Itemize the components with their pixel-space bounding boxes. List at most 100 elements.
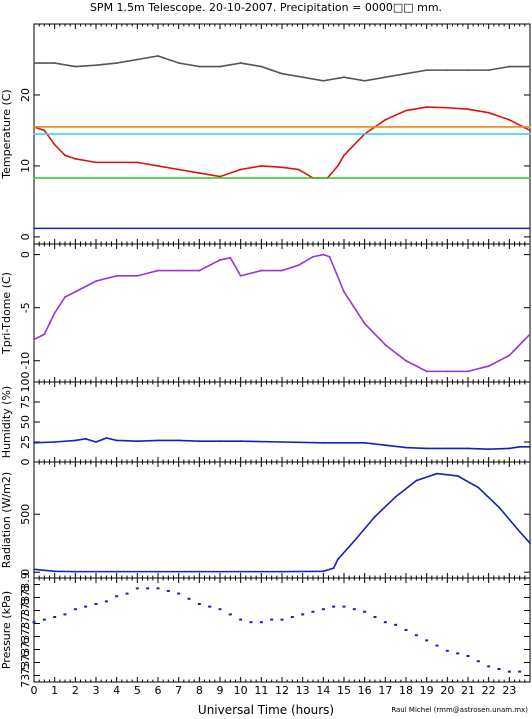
- x-tick-label: 19: [420, 684, 434, 697]
- data-point: [105, 437, 108, 439]
- data-point: [115, 595, 119, 598]
- x-tick-label: 18: [399, 684, 413, 697]
- data-point: [43, 129, 46, 132]
- x-tick-label: 0: [31, 684, 38, 697]
- y-tick-label: 73.8: [19, 585, 32, 610]
- data-point: [177, 168, 180, 171]
- series-line: [33, 253, 531, 373]
- data-point: [529, 227, 531, 230]
- data-point: [363, 322, 366, 325]
- data-point: [229, 256, 232, 259]
- data-point: [136, 274, 139, 277]
- data-point: [343, 154, 345, 157]
- data-point: [157, 439, 159, 442]
- data-point: [425, 639, 429, 642]
- data-point: [33, 62, 35, 64]
- series-line: [33, 437, 530, 451]
- data-point: [135, 587, 139, 590]
- data-point: [218, 608, 222, 611]
- data-point: [487, 665, 491, 668]
- data-point: [157, 269, 159, 272]
- data-point: [115, 570, 118, 573]
- data-point: [32, 621, 36, 624]
- panel-frame: [33, 577, 531, 683]
- data-point: [384, 343, 387, 346]
- y-tick-label: 0: [19, 233, 32, 240]
- data-point: [414, 634, 418, 637]
- x-tick-label: 13: [296, 684, 310, 697]
- y-tick-label: 10: [19, 159, 32, 173]
- y-tick-label: 0: [19, 569, 32, 576]
- data-point: [321, 608, 325, 611]
- data-point: [115, 62, 118, 64]
- data-point: [487, 365, 490, 367]
- data-point: [53, 312, 56, 314]
- data-point: [33, 227, 35, 230]
- data-point: [239, 168, 242, 171]
- data-point: [328, 255, 331, 258]
- data-point: [260, 269, 263, 272]
- y-tick-label: 73.6: [19, 637, 32, 662]
- data-point: [301, 76, 304, 79]
- data-point: [33, 177, 35, 179]
- data-point: [260, 65, 263, 68]
- data-point: [33, 338, 35, 341]
- data-point: [456, 475, 459, 477]
- data-point: [187, 597, 191, 600]
- y-tick-label: 25: [19, 435, 32, 449]
- data-point: [394, 623, 398, 626]
- x-tick-label: 4: [113, 684, 120, 697]
- data-point: [281, 72, 283, 75]
- data-point: [435, 644, 439, 647]
- y-tick-label: 73.9: [19, 572, 32, 597]
- data-point: [476, 660, 480, 663]
- data-point: [33, 568, 35, 571]
- data-point: [518, 445, 521, 448]
- data-point: [290, 616, 294, 618]
- data-point: [336, 558, 339, 561]
- data-point: [405, 446, 407, 449]
- x-tick-label: 21: [461, 684, 475, 697]
- data-point: [322, 253, 325, 256]
- data-point: [363, 79, 366, 82]
- data-point: [529, 65, 531, 68]
- data-point: [198, 269, 201, 272]
- data-point: [281, 441, 283, 443]
- x-tick-label: 6: [155, 684, 162, 697]
- data-point: [529, 133, 531, 135]
- data-point: [415, 479, 418, 482]
- data-point: [487, 69, 490, 72]
- data-point: [146, 587, 150, 590]
- y-axis-label: Radiation (W/m2): [0, 472, 13, 568]
- x-tick-label: 2: [72, 684, 79, 697]
- data-point: [405, 109, 407, 112]
- x-tick-label: 9: [217, 684, 224, 697]
- credit-text: Raul Michel (rmm@astrosen.unam.mx): [391, 706, 528, 714]
- data-point: [115, 274, 118, 277]
- data-point: [53, 616, 57, 618]
- y-tick-label: 73.5: [19, 663, 32, 688]
- data-point: [177, 592, 181, 595]
- y-tick-label: 20: [19, 88, 32, 102]
- data-point: [312, 255, 314, 258]
- y-axis-label: Pressure (kPa): [0, 591, 13, 669]
- x-tick-label: 20: [440, 684, 454, 697]
- data-point: [352, 608, 356, 611]
- data-point: [94, 603, 98, 605]
- data-point: [529, 445, 531, 448]
- x-axis-label: Universal Time (hours): [197, 703, 335, 717]
- data-point: [157, 55, 159, 57]
- data-point: [42, 618, 46, 621]
- data-point: [228, 613, 232, 616]
- data-point: [343, 290, 345, 293]
- data-point: [297, 168, 300, 171]
- data-point: [156, 587, 160, 590]
- data-point: [336, 165, 339, 167]
- data-point: [425, 106, 428, 108]
- data-point: [456, 652, 460, 655]
- y-tick-label: 73.7: [19, 624, 32, 649]
- y-tick-label: 0: [19, 459, 32, 466]
- x-tick-label: 22: [482, 684, 496, 697]
